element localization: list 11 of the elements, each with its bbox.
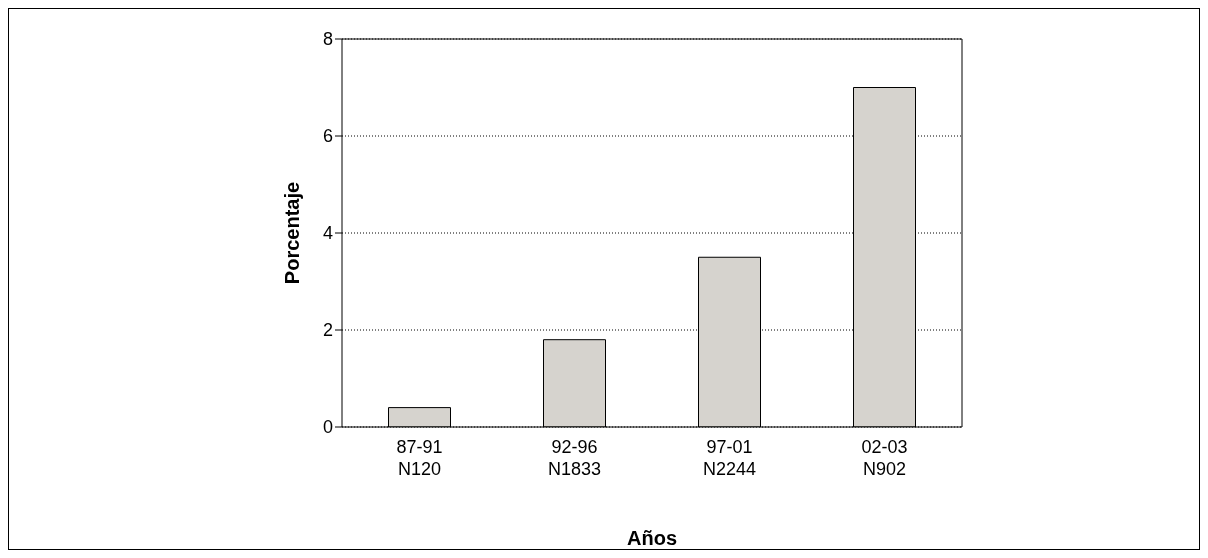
- y-tick-label: 4: [322, 223, 333, 244]
- y-tick-label: 2: [322, 320, 333, 341]
- x-axis-title: Años: [627, 527, 677, 549]
- y-axis-title: Porcentaje: [281, 181, 303, 285]
- x-tick-label: 02-03 N902: [861, 437, 908, 479]
- y-tick-label: 6: [322, 126, 333, 147]
- x-tick-label: 92-96 N1833: [547, 437, 602, 479]
- y-tick-label: 0: [322, 417, 333, 438]
- x-tick-label: 97-01 N2244: [702, 437, 757, 479]
- y-tick-label: 8: [322, 29, 333, 50]
- x-tick-label: 87-91 N120: [396, 437, 443, 479]
